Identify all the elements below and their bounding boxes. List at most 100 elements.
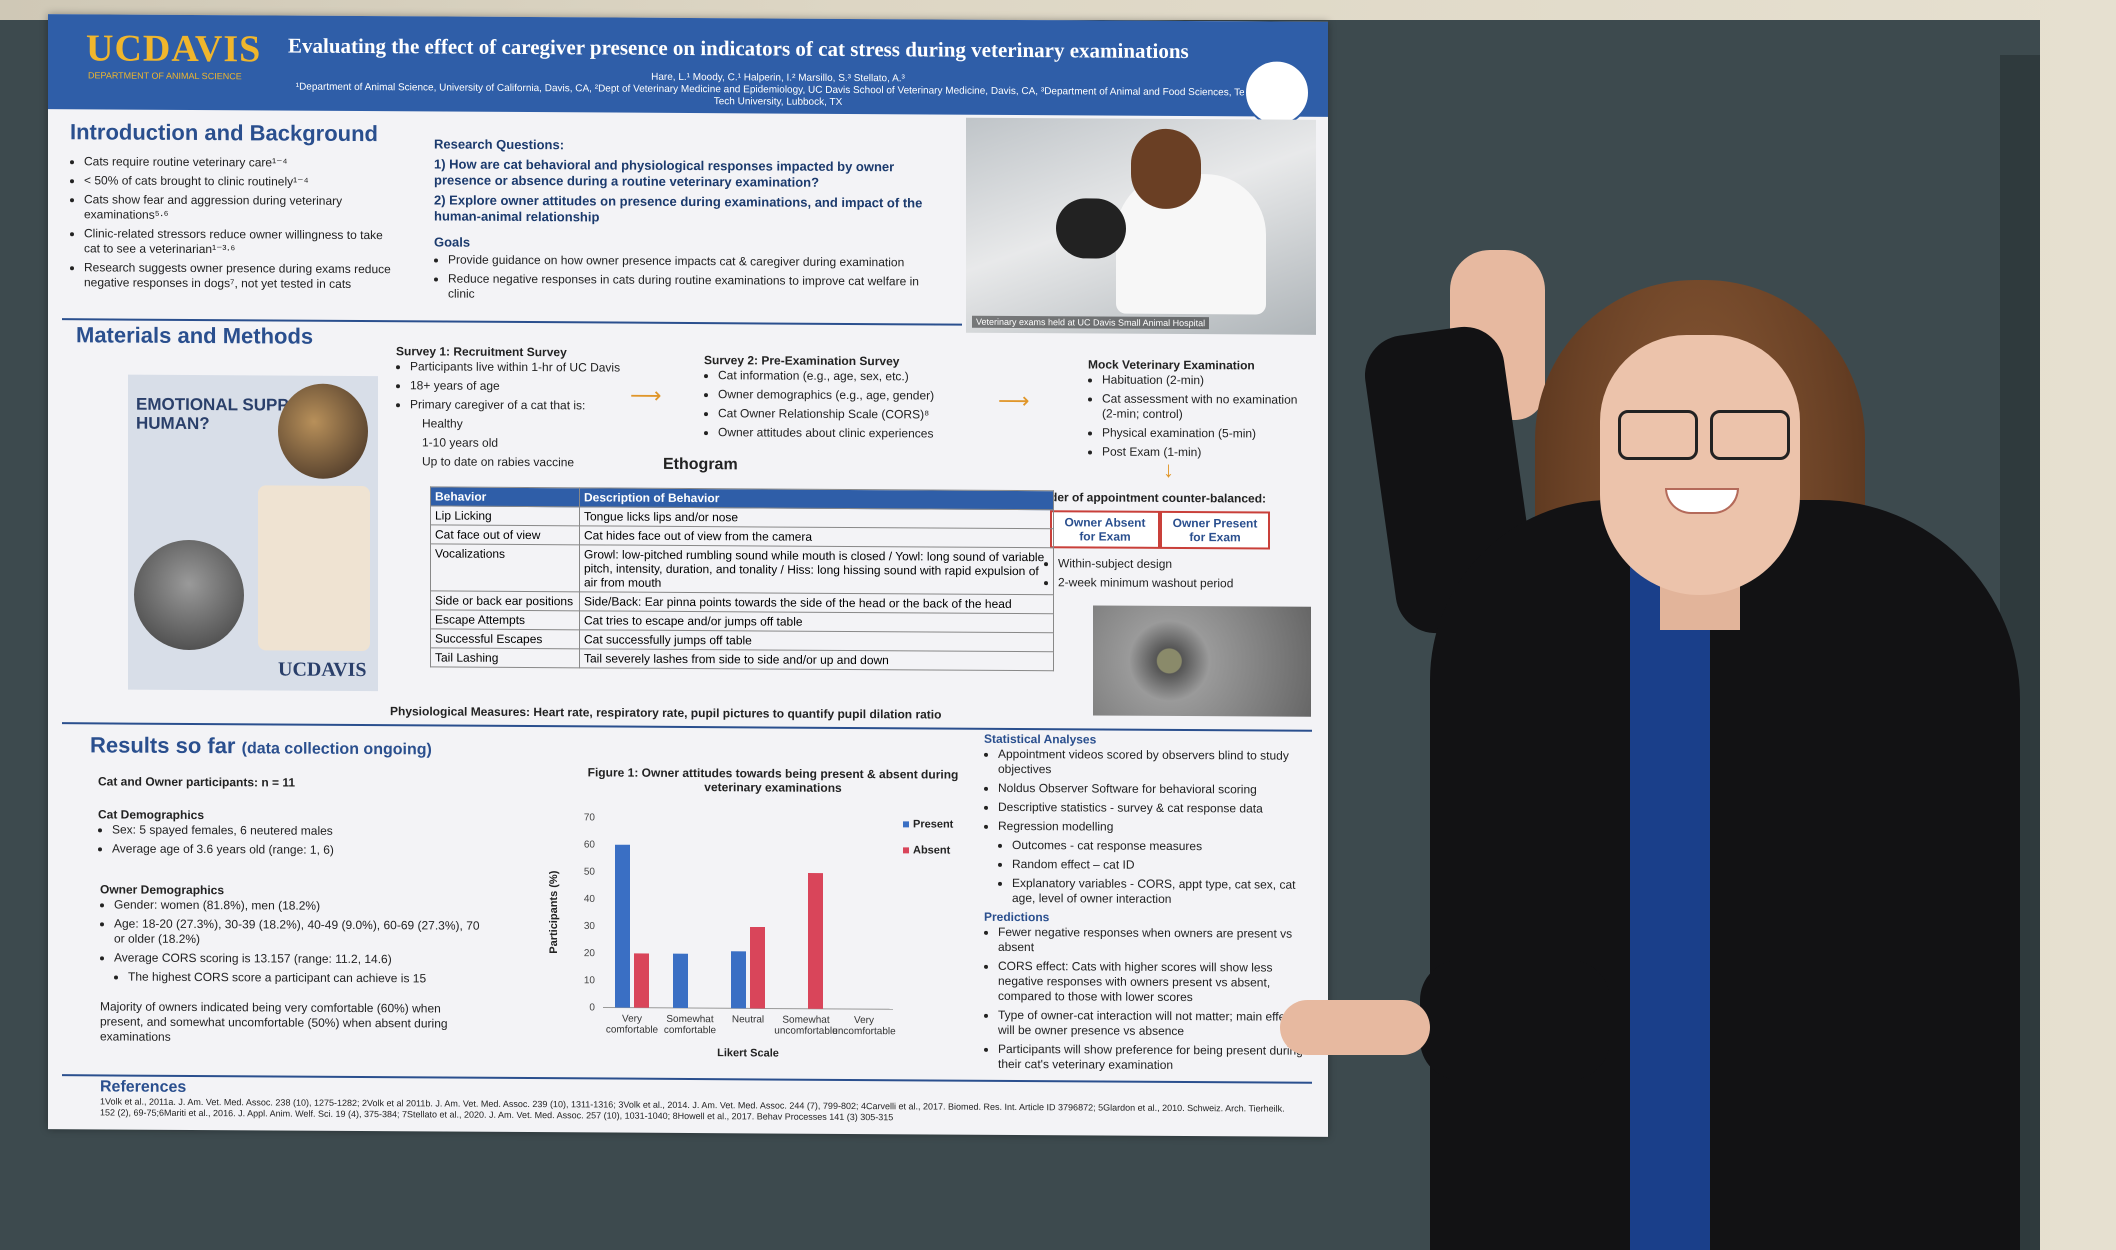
cat-demo-item: Average age of 3.6 years old (range: 1, … xyxy=(112,841,478,858)
x-tick-label-line: Somewhat xyxy=(666,1014,713,1025)
pointing-hand xyxy=(1280,1000,1430,1055)
x-tick-label-line: Neutral xyxy=(732,1014,764,1025)
owner-demo-item: Gender: women (81.8%), men (18.2%) xyxy=(114,897,480,914)
results-heading: Results so far (data collection ongoing) xyxy=(90,732,432,760)
prediction-item: Fewer negative responses when owners are… xyxy=(998,925,1314,957)
chart-title: Figure 1: Owner attitudes towards being … xyxy=(587,765,959,795)
x-axis-line xyxy=(603,1006,893,1010)
table-row: Tail Lashing Tail severely lashes from si… xyxy=(430,647,1054,671)
affiliations-line: ¹Department of Animal Science, Universit… xyxy=(295,81,1261,108)
ucdavis-logo-subtitle: DEPARTMENT OF ANIMAL SCIENCE xyxy=(88,70,242,82)
table-cell: Cat face out of view xyxy=(430,524,580,545)
y-tick-label: 0 xyxy=(589,1002,595,1013)
x-tick-label-line: comfortable xyxy=(664,1025,717,1036)
goal-item: Provide guidance on how owner presence i… xyxy=(448,253,944,271)
intro-item: Cats show fear and aggression during vet… xyxy=(84,192,400,224)
results-note: (data collection ongoing) xyxy=(241,740,432,759)
legend-swatch xyxy=(903,847,909,854)
table-cell: Escape Attempts xyxy=(430,609,580,630)
survey1-item: Primary caregiver of a cat that is: xyxy=(410,397,656,414)
down-arrow-icon: ↓ xyxy=(1163,456,1174,482)
intro-item: Cats require routine veterinary care¹⁻⁴ xyxy=(84,154,400,171)
order-title: Order of appointment counter-balanced: xyxy=(1036,490,1267,506)
intro-item: Clinic-related stressors reduce owner wi… xyxy=(84,226,400,258)
table-cell: Lip Licking xyxy=(430,505,580,526)
x-tick-label-line: Very xyxy=(622,1014,642,1025)
poster-title: Evaluating the effect of caregiver prese… xyxy=(288,33,1189,64)
x-tick-label-line: uncomfortable xyxy=(774,1026,838,1037)
ucdavis-logo: UCDAVIS xyxy=(86,27,262,71)
stats-item: Appointment videos scored by observers b… xyxy=(998,747,1314,779)
y-tick-label: 60 xyxy=(584,840,596,851)
majority-finding: Majority of owners indicated being very … xyxy=(100,999,448,1044)
table-cell: Tail Lashing xyxy=(430,647,580,668)
x-tick-label: Very uncomfortable xyxy=(832,1015,896,1037)
survey2-block: Survey 2: Pre-Examination Survey Cat inf… xyxy=(704,353,974,446)
prediction-item: Type of owner-cat interaction will not m… xyxy=(998,1008,1314,1040)
owner-absent-box: Owner Absent for Exam xyxy=(1050,510,1160,549)
stats-item: Noldus Observer Software for behavioral … xyxy=(998,781,1314,798)
survey2-item: Owner attitudes about clinic experiences xyxy=(718,425,974,442)
table-row: Vocalizations Growl: low-pitched rumbling… xyxy=(430,543,1054,595)
mock-exam-title: Mock Veterinary Examination xyxy=(1088,357,1255,373)
survey1-item: Healthy xyxy=(422,416,463,431)
y-tick-label: 20 xyxy=(584,948,596,959)
bar-present xyxy=(673,953,688,1008)
table-cell: Tail severely lashes from side to side a… xyxy=(579,648,1054,671)
y-axis-label: Participants (%) xyxy=(548,870,560,954)
research-questions-heading: Research Questions: xyxy=(434,136,565,153)
table-cell: Successful Escapes xyxy=(430,628,580,649)
goals-list: Provide guidance on how owner presence i… xyxy=(434,252,944,308)
intro-item: Research suggests owner presence during … xyxy=(84,260,400,292)
y-tick-label: 40 xyxy=(584,894,596,905)
intro-item: < 50% of cats brought to clinic routinel… xyxy=(84,173,400,190)
ethogram-heading: Ethogram xyxy=(663,455,738,474)
table-cell: Side or back ear positions xyxy=(430,590,580,611)
ethogram-column-header: Behavior xyxy=(430,486,580,507)
flyer-logo: UCDAVIS xyxy=(278,658,367,682)
photo-caption: Veterinary exams held at UC Davis Small … xyxy=(972,315,1210,330)
presenter-shirt xyxy=(1630,560,1710,1250)
x-tick-label-line: comfortable xyxy=(606,1024,659,1035)
owner-demo-item: Average CORS scoring is 13.157 (range: 1… xyxy=(114,950,480,967)
bar-absent xyxy=(750,926,765,1009)
y-tick-label: 30 xyxy=(584,921,596,932)
survey1-item: 1-10 years old xyxy=(422,435,499,450)
goals-heading: Goals xyxy=(434,234,471,250)
stats-item: Random effect – cat ID xyxy=(1012,857,1314,874)
survey1-title: Survey 1: Recruitment Survey xyxy=(396,344,567,360)
cat-demo-item: Sex: 5 spayed females, 6 neutered males xyxy=(112,822,478,839)
stats-item: Regression modelling xyxy=(998,819,1314,836)
research-question-1: 1) How are cat behavioral and physiologi… xyxy=(434,156,895,190)
owner-present-box: Owner Present for Exam xyxy=(1160,510,1270,550)
stats-block: Statistical Analyses Appointment videos … xyxy=(984,732,1314,1078)
section-divider xyxy=(62,722,1312,732)
legend-swatch xyxy=(903,821,909,828)
mock-exam-item: Cat assessment with no examination (2-mi… xyxy=(1102,392,1313,423)
survey1-block: Survey 1: Recruitment Survey Participant… xyxy=(396,344,656,475)
intro-list: Cats require routine veterinary care¹⁻⁴ … xyxy=(70,154,400,296)
bar-present xyxy=(615,844,630,1008)
survey1-item: 18+ years of age xyxy=(410,378,656,395)
y-tick-label: 70 xyxy=(584,812,596,823)
legend-label: Present xyxy=(913,818,954,830)
bar-absent xyxy=(634,953,649,1008)
references-text: 1Volk et al., 2011a. J. Am. Vet. Med. As… xyxy=(100,1096,1285,1123)
results-title: Results so far xyxy=(90,732,236,759)
glasses-lens xyxy=(1618,410,1698,460)
black-cat xyxy=(1056,198,1126,259)
table-cell: Growl: low-pitched rumbling sound while … xyxy=(579,544,1054,595)
vet-hair xyxy=(1131,128,1201,210)
mock-exam-item: Habituation (2-min) xyxy=(1102,373,1313,389)
mock-exam-block: Mock Veterinary Examination Habituation … xyxy=(1088,357,1313,464)
presenter-lower-arm xyxy=(1420,960,1610,1080)
survey1-item: Up to date on rabies vaccine xyxy=(422,454,575,470)
owner-demographics: Owner Demographics Gender: women (81.8%)… xyxy=(100,882,480,990)
bar-absent xyxy=(808,873,823,1009)
attitudes-chart: Figure 1: Owner attitudes towards being … xyxy=(543,765,1003,1075)
y-tick-label: 50 xyxy=(584,867,596,878)
x-tick-label-line: uncomfortable xyxy=(832,1026,896,1037)
flyer-cat-photo xyxy=(134,539,244,651)
owner-demo-item: The highest CORS score a participant can… xyxy=(128,970,480,987)
x-axis-label: Likert Scale xyxy=(717,1047,779,1059)
